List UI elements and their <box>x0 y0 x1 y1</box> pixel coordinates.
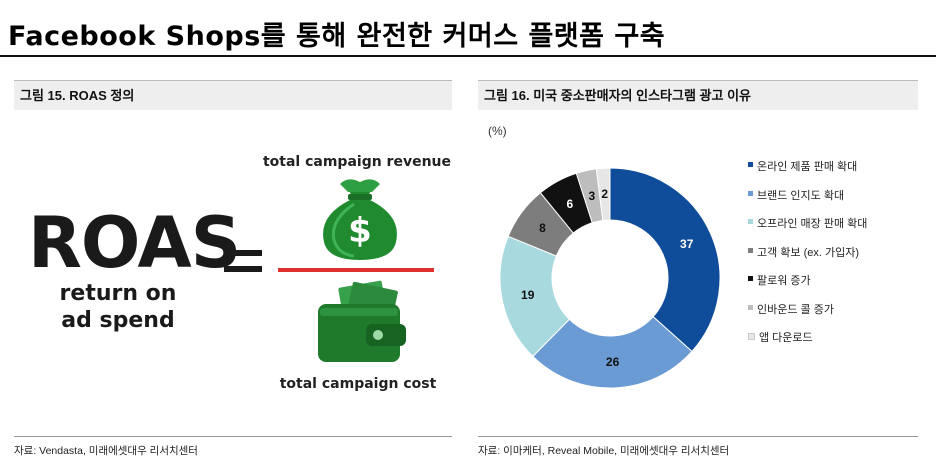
legend-swatch <box>748 304 753 310</box>
donut-label-3: 19 <box>521 288 535 302</box>
legend-item: 고객 확보 (ex. 가입자) <box>748 244 867 273</box>
svg-text:$: $ <box>348 211 372 251</box>
roas-sub-line-2: ad spend <box>61 308 175 333</box>
donut-label-2: 26 <box>606 355 620 369</box>
donut-label-5: 6 <box>567 197 574 211</box>
legend-item: 온라인 제품 판매 확대 <box>748 158 867 187</box>
legend-item: 앱 다운로드 <box>748 329 867 358</box>
roas-subtitle: return on ad spend <box>38 280 198 334</box>
money-bag-icon: $ <box>323 179 397 260</box>
numerator-label: total campaign revenue <box>262 154 452 170</box>
legend-label: 오프라인 매장 판매 확대 <box>757 218 868 230</box>
figure-15-heading: 그림 15. ROAS 정의 <box>14 80 452 110</box>
source-note-left: 자료: Vendasta, 미래에셋대우 리서치센터 <box>14 436 452 458</box>
figure-16-heading: 그림 16. 미국 중소판매자의 인스타그램 광고 이유 <box>478 80 918 110</box>
donut-label-6: 3 <box>589 189 596 203</box>
legend-label: 브랜드 인지도 확대 <box>757 189 845 202</box>
legend-swatch <box>748 190 753 196</box>
donut-label-4: 8 <box>539 221 546 235</box>
unit-label: (%) <box>488 124 507 138</box>
roas-text: ROAS <box>28 202 241 284</box>
legend-item: 인바운드 콜 증가 <box>748 301 867 330</box>
legend-label: 인바운드 콜 증가 <box>757 303 834 316</box>
donut-slice-2 <box>532 316 693 389</box>
legend-swatch <box>748 247 753 253</box>
legend-swatch <box>748 276 753 281</box>
legend-item: 브랜드 인지도 확대 <box>748 187 867 216</box>
donut-slice-7 <box>595 167 611 222</box>
legend-label: 고객 확보 (ex. 가입자) <box>757 246 860 259</box>
legend-label: 앱 다운로드 <box>759 332 813 344</box>
donut-chart: 37 26 19 8 6 3 2 <box>499 167 721 389</box>
title-divider <box>0 55 936 57</box>
legend-item: 팔로워 증가 <box>748 272 867 301</box>
wallet-icon <box>318 280 406 362</box>
legend-swatch <box>748 333 755 340</box>
legend-swatch <box>748 162 753 167</box>
denominator-label: total campaign cost <box>279 376 437 392</box>
fraction-line <box>278 268 434 272</box>
donut-slice-1 <box>609 167 721 353</box>
equals-sign <box>224 250 262 282</box>
legend-item: 오프라인 매장 판매 확대 <box>748 215 867 244</box>
legend-label: 팔로워 증가 <box>757 275 811 287</box>
page-title: Facebook Shops를 통해 완전한 커머스 플랫폼 구축 <box>8 21 666 52</box>
source-note-right: 자료: 이마케터, Reveal Mobile, 미래에셋대우 리서치센터 <box>478 436 918 458</box>
donut-label-7: 2 <box>601 187 608 201</box>
legend-label: 온라인 제품 판매 확대 <box>757 161 858 173</box>
roas-sub-line-1: return on <box>59 281 177 306</box>
legend-swatch <box>748 219 753 224</box>
donut-label-1: 37 <box>680 237 694 251</box>
